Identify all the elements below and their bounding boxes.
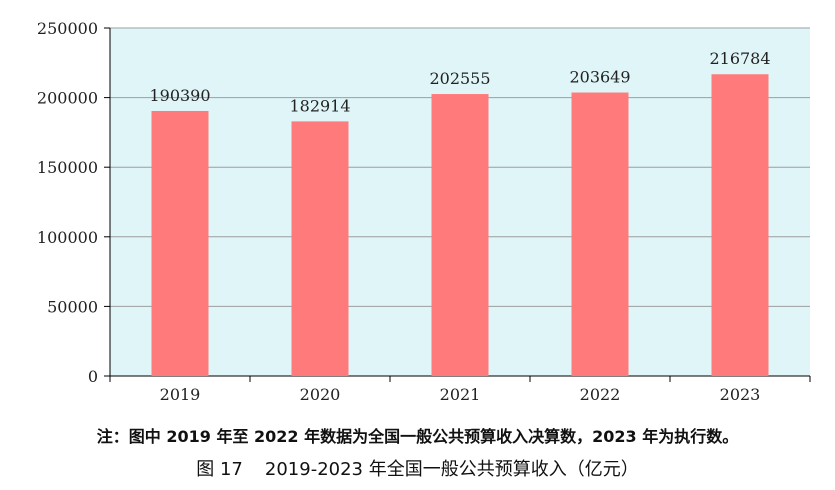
- data-label: 216784: [709, 49, 770, 68]
- y-tick-label: 200000: [37, 89, 98, 108]
- figure-title: 2019-2023 年全国一般公共预算收入（亿元）: [264, 459, 639, 480]
- data-label: 182914: [289, 96, 350, 115]
- bar: [151, 110, 209, 377]
- data-label: 203649: [569, 68, 630, 87]
- bar: [291, 121, 349, 376]
- figure-caption: 图 17 2019-2023 年全国一般公共预算收入（亿元）: [0, 455, 835, 481]
- data-label: 190390: [149, 86, 210, 105]
- y-tick-label: 150000: [37, 158, 98, 177]
- y-tick-label: 50000: [47, 297, 98, 316]
- bar-chart: 0 50000 100000 150000 200000 250000 190390 2019…: [37, 19, 811, 404]
- y-tick-label: 0: [88, 367, 98, 386]
- bar: [431, 94, 489, 376]
- x-tick-label: 2020: [300, 385, 341, 404]
- chart-note: 注：图中 2019 年至 2022 年数据为全国一般公共预算收入决算数，2023…: [96, 427, 739, 446]
- y-tick-label: 250000: [37, 19, 98, 38]
- bar: [711, 74, 769, 377]
- x-tick-label: 2022: [580, 385, 621, 404]
- x-tick-label: 2023: [720, 385, 761, 404]
- y-tick-label: 100000: [37, 228, 98, 247]
- x-tick-label: 2019: [160, 385, 201, 404]
- data-label: 202555: [429, 69, 490, 88]
- figure-number: 图 17: [196, 459, 243, 480]
- x-tick-label: 2021: [440, 385, 481, 404]
- bar: [571, 92, 629, 376]
